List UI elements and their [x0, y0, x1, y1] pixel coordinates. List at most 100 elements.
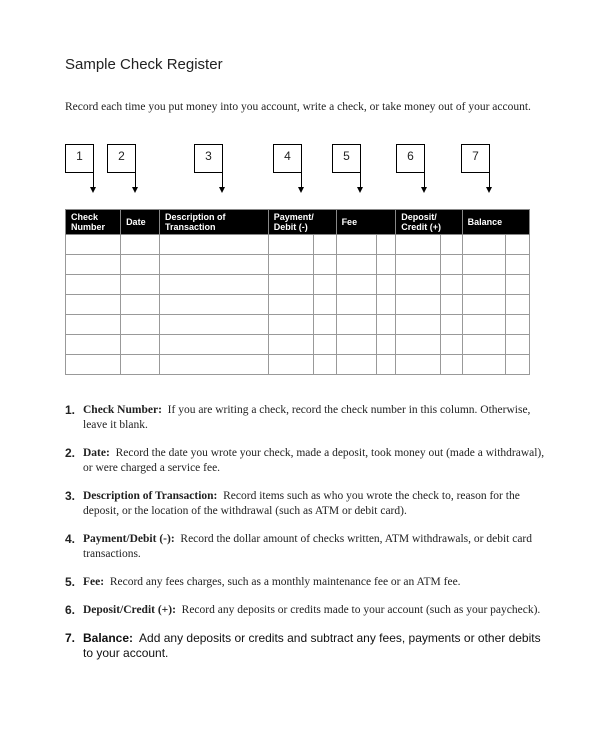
table-cell[interactable]: [64, 254, 122, 275]
table-cell[interactable]: [158, 334, 269, 355]
table-cell[interactable]: [335, 234, 377, 255]
column-header: Deposit/ Credit (+): [395, 209, 463, 235]
table-cell[interactable]: [158, 294, 269, 315]
table-cell[interactable]: [375, 354, 397, 375]
item-text: Record any deposits or credits made to y…: [181, 604, 541, 616]
table-cell[interactable]: [158, 314, 269, 335]
table-cell[interactable]: [267, 314, 315, 335]
table-cell[interactable]: [461, 314, 507, 335]
table-cell[interactable]: [505, 274, 530, 295]
table-cell[interactable]: [461, 234, 507, 255]
table-cell[interactable]: [461, 254, 507, 275]
table-cell[interactable]: [375, 274, 397, 295]
table-cell[interactable]: [158, 354, 269, 375]
table-cell[interactable]: [375, 334, 397, 355]
table-cell[interactable]: [461, 354, 507, 375]
table-cell[interactable]: [395, 254, 441, 275]
table-cell[interactable]: [120, 254, 160, 275]
item-number: 3.: [65, 489, 76, 503]
item-term: Deposit/Credit (+):: [83, 604, 176, 616]
table-cell[interactable]: [461, 274, 507, 295]
instruction-item: 2. Date: Record the date you wrote your c…: [65, 446, 545, 476]
table-cell[interactable]: [375, 254, 397, 275]
intro-text: Record each time you put money into you …: [65, 101, 531, 113]
table-cell[interactable]: [120, 314, 160, 335]
table-cell[interactable]: [120, 234, 160, 255]
table-cell[interactable]: [64, 334, 122, 355]
table-cell[interactable]: [335, 314, 377, 335]
table-cell[interactable]: [313, 294, 337, 315]
table-cell[interactable]: [64, 234, 122, 255]
table-cell[interactable]: [267, 274, 315, 295]
table-cell[interactable]: [64, 314, 122, 335]
table-cell[interactable]: [267, 294, 315, 315]
item-text: Record the dollar amount of checks writt…: [83, 533, 533, 560]
table-cell[interactable]: [375, 294, 397, 315]
table-cell[interactable]: [395, 334, 441, 355]
table-cell[interactable]: [439, 354, 463, 375]
table-cell[interactable]: [505, 354, 530, 375]
instruction-item: 3. Description of Transaction: Record ite…: [65, 489, 545, 519]
table-cell[interactable]: [461, 294, 507, 315]
table-cell[interactable]: [313, 354, 337, 375]
table-cell[interactable]: [64, 274, 122, 295]
table-cell[interactable]: [505, 314, 530, 335]
table-cell[interactable]: [335, 274, 377, 295]
table-row: [64, 354, 530, 375]
arrow-down-icon: [357, 173, 363, 193]
table-cell[interactable]: [267, 234, 315, 255]
column-header: Check Number: [64, 209, 122, 235]
item-number: 6.: [65, 603, 76, 617]
table-cell[interactable]: [120, 294, 160, 315]
table-cell[interactable]: [267, 334, 315, 355]
table-cell[interactable]: [439, 234, 463, 255]
table-cell[interactable]: [439, 314, 463, 335]
item-term: Date:: [83, 447, 110, 459]
table-cell[interactable]: [267, 354, 315, 375]
table-cell[interactable]: [64, 294, 122, 315]
table-cell[interactable]: [158, 274, 269, 295]
table-cell[interactable]: [439, 334, 463, 355]
table-cell[interactable]: [505, 234, 530, 255]
table-cell[interactable]: [439, 274, 463, 295]
table-cell[interactable]: [461, 334, 507, 355]
table-cell[interactable]: [335, 354, 377, 375]
table-cell[interactable]: [158, 254, 269, 275]
table-cell[interactable]: [505, 334, 530, 355]
table-cell[interactable]: [120, 354, 160, 375]
table-cell[interactable]: [335, 334, 377, 355]
table-cell[interactable]: [120, 334, 160, 355]
table-cell[interactable]: [439, 294, 463, 315]
item-number: 5.: [65, 575, 76, 589]
table-cell[interactable]: [313, 274, 337, 295]
table-cell[interactable]: [395, 274, 441, 295]
table-cell[interactable]: [120, 274, 160, 295]
table-cell[interactable]: [335, 254, 377, 275]
instructions-list: 1. Check Number: If you are writing a che…: [65, 403, 545, 674]
table-cell[interactable]: [267, 254, 315, 275]
table-cell[interactable]: [313, 334, 337, 355]
table-cell[interactable]: [313, 314, 337, 335]
table-cell[interactable]: [505, 254, 530, 275]
table-row: [64, 254, 530, 275]
table-cell[interactable]: [395, 234, 441, 255]
item-term: Check Number:: [83, 404, 162, 416]
table-cell[interactable]: [375, 234, 397, 255]
table-cell[interactable]: [395, 294, 441, 315]
table-cell[interactable]: [395, 354, 441, 375]
item-number: 1.: [65, 403, 76, 417]
table-cell[interactable]: [395, 314, 441, 335]
arrow-down-icon: [486, 173, 492, 193]
item-term: Balance:: [83, 631, 134, 645]
item-text: Record items such as who you wrote the c…: [83, 490, 520, 517]
table-cell[interactable]: [313, 254, 337, 275]
table-cell[interactable]: [158, 234, 269, 255]
table-cell[interactable]: [375, 314, 397, 335]
table-cell[interactable]: [64, 354, 122, 375]
table-cell[interactable]: [335, 294, 377, 315]
table-cell[interactable]: [439, 254, 463, 275]
table-cell[interactable]: [313, 234, 337, 255]
table-cell[interactable]: [505, 294, 530, 315]
column-header: Description of Transaction: [158, 209, 269, 235]
column-number-box: 7: [461, 144, 490, 173]
